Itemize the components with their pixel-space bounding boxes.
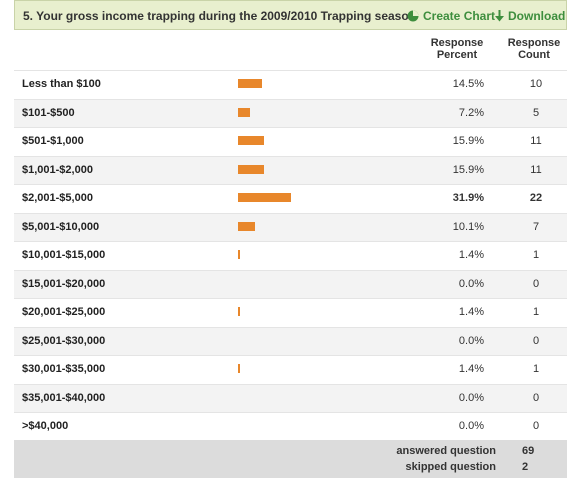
skipped-question-label: skipped question <box>405 461 496 473</box>
response-percent: 0.0% <box>458 391 484 404</box>
response-percent: 0.0% <box>458 334 484 347</box>
create-chart-label: Create Chart <box>423 9 496 23</box>
table-row: $2,001-$5,000 31.9% 22 <box>14 184 567 212</box>
row-divider <box>14 355 567 356</box>
table-row: $5,001-$10,000 10.1% 7 <box>14 212 567 241</box>
pie-chart-icon <box>407 10 419 22</box>
response-percent: 0.0% <box>458 277 484 290</box>
response-percent: 31.9% <box>452 192 484 204</box>
table-row: $15,001-$20,000 0.0% 0 <box>14 269 567 298</box>
table-row: $1,001-$2,000 15.9% 11 <box>14 155 567 184</box>
row-divider <box>14 326 567 328</box>
response-count: 11 <box>530 135 542 147</box>
answer-choice-label: $501-$1,000 <box>22 135 84 147</box>
response-count: 10 <box>529 78 543 90</box>
response-percent: 1.4% <box>458 306 484 318</box>
response-count: 22 <box>529 192 543 204</box>
row-divider <box>14 98 567 100</box>
count-header-line1: Response <box>507 37 561 49</box>
answered-question-value: 69 <box>522 445 535 457</box>
row-divider <box>14 298 567 299</box>
response-bar <box>238 250 240 259</box>
question-header: 5. Your gross income trapping during the… <box>14 0 567 30</box>
response-bar <box>238 307 240 316</box>
percent-header-line2: Percent <box>436 49 478 61</box>
response-count: 1 <box>532 306 540 318</box>
table-row: $501-$1,000 15.9% 11 <box>14 127 567 155</box>
answer-choice-label: Less than $100 <box>22 78 101 90</box>
response-bar <box>238 136 264 145</box>
answered-question-label: answered question <box>396 445 496 457</box>
answer-choice-label: $101-$500 <box>22 106 75 119</box>
response-count: 0 <box>532 334 540 347</box>
response-percent: 7.2% <box>458 106 484 119</box>
response-count-header: Response Count <box>502 37 566 61</box>
response-count: 0 <box>532 277 540 290</box>
download-label: Download <box>508 9 566 23</box>
table-row: >$40,000 0.0% 0 <box>14 412 567 440</box>
download-arrow-icon <box>495 10 504 22</box>
response-percent: 1.4% <box>458 249 484 261</box>
table-row: Less than $100 14.5% 10 <box>14 70 567 98</box>
percent-header-line1: Response <box>430 37 484 49</box>
response-bar <box>238 193 291 202</box>
answer-choice-label: $5,001-$10,000 <box>22 220 100 233</box>
response-percent: 10.1% <box>452 220 484 233</box>
table-row: $30,001-$35,000 1.4% 1 <box>14 355 567 383</box>
response-count: 1 <box>532 249 540 261</box>
response-bar <box>238 107 250 117</box>
response-percent: 14.5% <box>452 78 484 90</box>
answer-choice-label: $15,001-$20,000 <box>22 277 106 290</box>
response-bar <box>238 221 255 231</box>
response-count: 7 <box>532 220 540 233</box>
response-percent: 0.0% <box>458 420 484 432</box>
table-row: $10,001-$15,000 1.4% 1 <box>14 241 567 269</box>
row-divider <box>14 241 567 242</box>
answer-choice-label: $25,001-$30,000 <box>22 334 106 347</box>
response-bar <box>238 164 264 174</box>
answer-choice-label: $1,001-$2,000 <box>22 163 93 176</box>
question-title: 5. Your gross income trapping during the… <box>23 9 416 23</box>
create-chart-button[interactable]: Create Chart <box>407 9 495 23</box>
answer-choice-label: $2,001-$5,000 <box>22 192 93 204</box>
response-percent-header: Response Percent <box>422 37 492 61</box>
row-divider <box>14 127 567 128</box>
row-divider <box>14 383 567 385</box>
response-count: 0 <box>532 391 540 404</box>
table-row: $20,001-$25,000 1.4% 1 <box>14 298 567 326</box>
response-percent: 1.4% <box>458 363 484 375</box>
skipped-question-value: 2 <box>522 461 529 473</box>
table-row: $25,001-$30,000 0.0% 0 <box>14 326 567 355</box>
summary-footer: answered question 69 skipped question 2 <box>14 440 567 478</box>
download-button[interactable]: Download <box>495 9 565 23</box>
row-divider <box>14 412 567 413</box>
response-bar <box>238 364 240 373</box>
answer-choice-label: $10,001-$15,000 <box>22 249 106 261</box>
answer-choice-label: $20,001-$25,000 <box>22 306 106 318</box>
count-header-line2: Count <box>518 49 550 61</box>
row-divider <box>14 269 567 271</box>
answer-choice-label: $30,001-$35,000 <box>22 363 106 375</box>
response-count: 11 <box>530 163 542 176</box>
table-row: $101-$500 7.2% 5 <box>14 98 567 127</box>
table-row: $35,001-$40,000 0.0% 0 <box>14 383 567 412</box>
response-count: 0 <box>532 420 540 432</box>
response-count: 5 <box>532 106 540 119</box>
response-count: 1 <box>532 363 540 375</box>
answer-choice-label: >$40,000 <box>22 420 69 432</box>
response-percent: 15.9% <box>452 163 484 176</box>
row-divider <box>14 70 567 71</box>
question-panel: 5. Your gross income trapping during the… <box>14 0 567 478</box>
answer-choice-label: $35,001-$40,000 <box>22 391 106 404</box>
response-bar <box>238 79 262 88</box>
row-divider <box>14 212 567 214</box>
response-percent: 15.9% <box>452 135 484 147</box>
row-divider <box>14 155 567 157</box>
row-divider <box>14 184 567 185</box>
